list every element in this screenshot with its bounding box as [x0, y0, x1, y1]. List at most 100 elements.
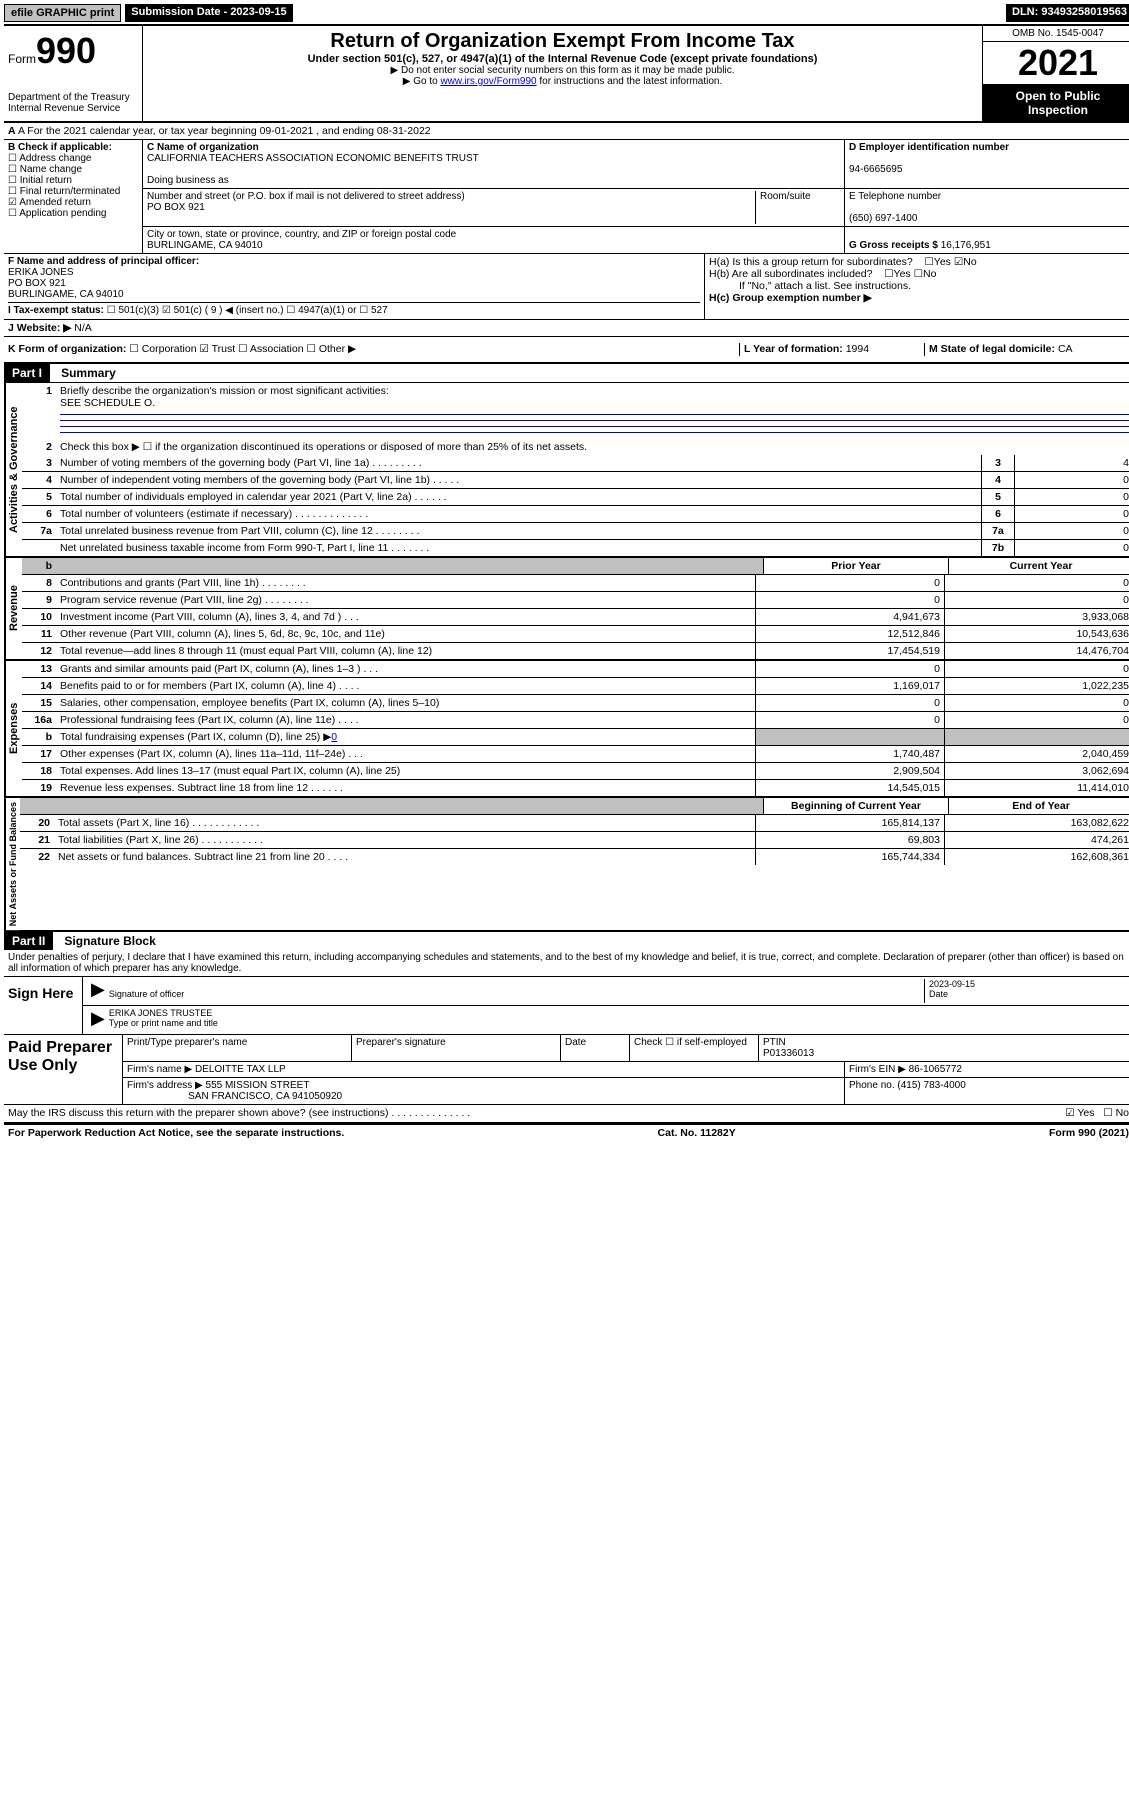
vert-activities-governance: Activities & Governance [4, 383, 22, 556]
dept-label: Department of the Treasury Internal Reve… [8, 92, 138, 114]
row-j-website: J Website: ▶ N/A [4, 320, 1129, 337]
phone-value: (650) 697-1400 [849, 213, 917, 224]
box-c-name: C Name of organization CALIFORNIA TEACHE… [143, 140, 845, 188]
check-initial-return[interactable]: ☐ Initial return [8, 175, 138, 186]
p13: 0 [755, 661, 944, 677]
vert-revenue: Revenue [4, 558, 22, 659]
hdr-end-year: End of Year [948, 798, 1129, 814]
tax-year: 2021 [983, 42, 1129, 85]
box-b-hdr: B Check if applicable: [8, 142, 112, 153]
fundraising-val: 0 [331, 731, 337, 743]
footer-formid: Form 990 (2021) [1049, 1127, 1129, 1139]
val-7a: 0 [1014, 523, 1129, 539]
c17: 2,040,459 [944, 746, 1129, 762]
irs-form990-link[interactable]: www.irs.gov/Form990 [440, 76, 536, 87]
mission-desc: SEE SCHEDULE O. [60, 397, 155, 409]
check-501c[interactable]: ☑ [162, 306, 171, 317]
c11: 10,543,636 [944, 626, 1129, 642]
check-trust[interactable]: ☑ [199, 344, 208, 356]
c13: 0 [944, 661, 1129, 677]
ein-value: 94-6665695 [849, 164, 902, 175]
val-6: 0 [1014, 506, 1129, 522]
prep-self-employed[interactable]: Check ☐ if self-employed [630, 1035, 759, 1061]
check-501c3[interactable]: ☐ [107, 306, 116, 317]
box-b-checks: B Check if applicable: ☐ Address change … [4, 140, 143, 253]
omb-number: OMB No. 1545-0047 [983, 26, 1129, 42]
check-name-change[interactable]: ☐ Name change [8, 164, 138, 175]
form-label: Form [8, 52, 36, 66]
prep-sig-hdr: Preparer's signature [352, 1035, 561, 1061]
firm-ein: 86-1065772 [909, 1064, 962, 1075]
firm-name: DELOITTE TAX LLP [195, 1064, 286, 1075]
val-3: 4 [1014, 455, 1129, 471]
c8: 0 [944, 575, 1129, 591]
sig-date-value: 2023-09-15 [929, 979, 975, 989]
c22: 162,608,361 [944, 849, 1129, 865]
officer-name: ERIKA JONES [8, 267, 74, 278]
firm-phone: (415) 783-4000 [897, 1080, 965, 1091]
p11: 12,512,846 [755, 626, 944, 642]
form-id-box: Form990 Department of the Treasury Inter… [4, 26, 143, 121]
check-527[interactable]: ☐ [359, 306, 368, 317]
addr-value: PO BOX 921 [147, 202, 205, 213]
check-application-pending[interactable]: ☐ Application pending [8, 208, 138, 219]
c18: 3,062,694 [944, 763, 1129, 779]
c12: 14,476,704 [944, 643, 1129, 659]
instr-ssn: ▶ Do not enter social security numbers o… [147, 65, 978, 76]
sig-date-label: Date [929, 989, 948, 999]
row-a-taxyear: A A For the 2021 calendar year, or tax y… [4, 123, 1129, 140]
c21: 474,261 [944, 832, 1129, 848]
p14: 1,169,017 [755, 678, 944, 694]
part-i-title: Summary [53, 366, 116, 380]
discuss-question: May the IRS discuss this return with the… [8, 1107, 1065, 1120]
prep-name-hdr: Print/Type preparer's name [123, 1035, 352, 1061]
gross-receipts: 16,176,951 [941, 240, 991, 251]
paid-preparer-label: Paid Preparer Use Only [4, 1035, 123, 1104]
p21: 69,803 [755, 832, 944, 848]
box-city: City or town, state or province, country… [143, 227, 845, 253]
sig-arrow-icon: ▶ [87, 979, 109, 1003]
c10: 3,933,068 [944, 609, 1129, 625]
firm-addr2: SAN FRANCISCO, CA 941050920 [188, 1091, 342, 1102]
box-e-phone: E Telephone number (650) 697-1400 [845, 189, 1129, 226]
form-title-box: Return of Organization Exempt From Incom… [143, 26, 982, 121]
firm-phone-hdr: Phone no. [849, 1080, 895, 1091]
box-f-officer: F Name and address of principal officer:… [4, 254, 705, 319]
ptin-hdr: PTIN [763, 1037, 786, 1048]
efile-print-btn[interactable]: efile GRAPHIC print [4, 4, 121, 22]
check-address-change[interactable]: ☐ Address change [8, 153, 138, 164]
discuss-yes[interactable]: ☑ [1065, 1108, 1074, 1120]
officer-addr2: BURLINGAME, CA 94010 [8, 289, 124, 300]
dln: DLN: 93493258019563 [1006, 4, 1129, 22]
inspection-label: Open to Public Inspection [983, 85, 1129, 121]
discuss-no[interactable]: ☐ [1103, 1108, 1112, 1120]
form-subtitle: Under section 501(c), 527, or 4947(a)(1)… [147, 53, 978, 65]
p18: 2,909,504 [755, 763, 944, 779]
c19: 11,414,010 [944, 780, 1129, 796]
check-corp[interactable]: ☐ [129, 344, 138, 356]
form-title: Return of Organization Exempt From Incom… [147, 30, 978, 53]
p10: 4,941,673 [755, 609, 944, 625]
addr-hdr: Number and street (or P.O. box if mail i… [147, 191, 465, 202]
room-suite: Room/suite [755, 191, 840, 224]
check-assoc[interactable]: ☐ [238, 344, 247, 356]
perjury-declaration: Under penalties of perjury, I declare th… [4, 950, 1129, 976]
c20: 163,082,622 [944, 815, 1129, 831]
check-amended-return[interactable]: ☑ Amended return [8, 197, 138, 208]
box-h-group: H(a) Is this a group return for subordin… [705, 254, 1129, 319]
footer-paperwork: For Paperwork Reduction Act Notice, see … [8, 1127, 344, 1139]
c14: 1,022,235 [944, 678, 1129, 694]
p12: 17,454,519 [755, 643, 944, 659]
firm-addr-hdr: Firm's address ▶ [127, 1080, 203, 1091]
ptin-value: P01336013 [763, 1048, 814, 1059]
city-value: BURLINGAME, CA 94010 [147, 240, 263, 251]
p16a: 0 [755, 712, 944, 728]
p17: 1,740,487 [755, 746, 944, 762]
part-i-hdr: Part I [4, 364, 50, 382]
p8: 0 [755, 575, 944, 591]
check-final-return[interactable]: ☐ Final return/terminated [8, 186, 138, 197]
check-4947[interactable]: ☐ [286, 306, 295, 317]
p19: 14,545,015 [755, 780, 944, 796]
p16b-shaded [755, 729, 944, 745]
check-other[interactable]: ☐ [306, 344, 315, 356]
